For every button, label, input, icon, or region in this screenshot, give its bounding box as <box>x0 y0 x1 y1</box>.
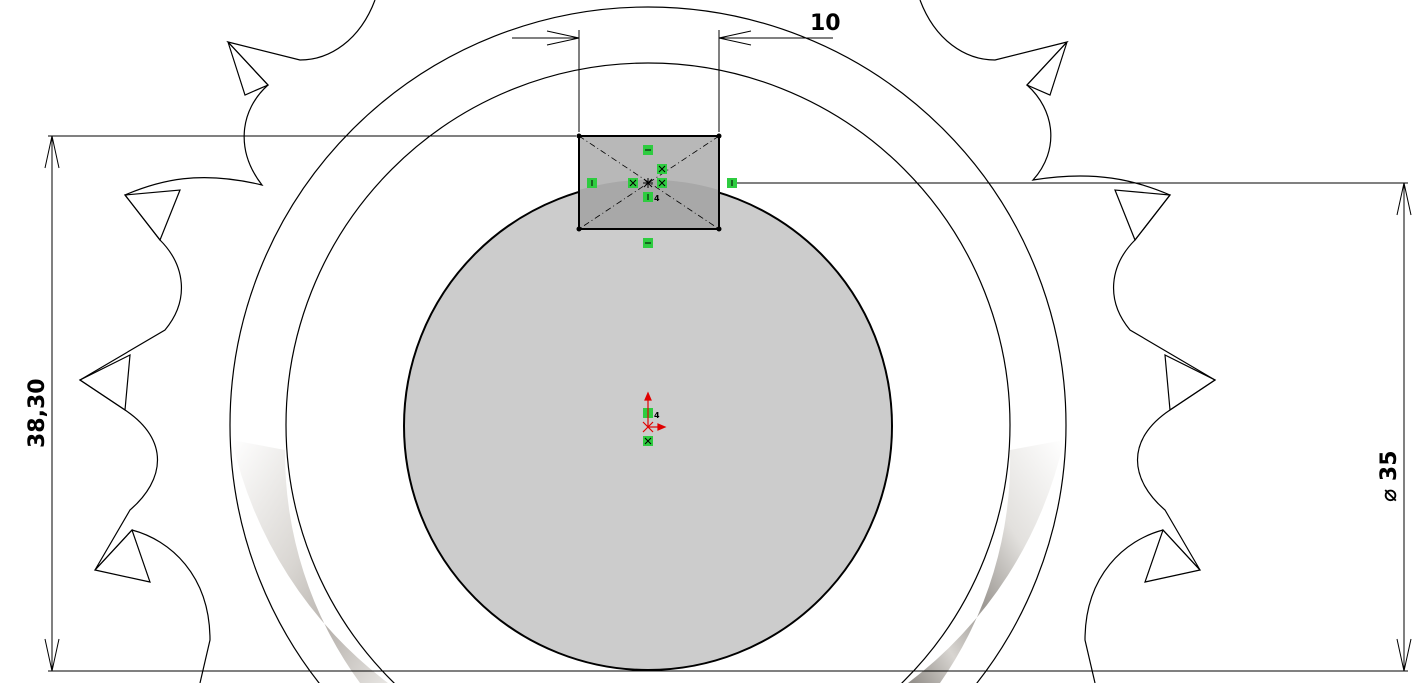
vertical-relation-icon <box>727 178 737 188</box>
coincident-relation-icon <box>657 164 667 174</box>
relation-count-label: 4 <box>654 411 660 420</box>
width-dimension-value[interactable]: 10 <box>810 11 841 36</box>
vertical-relation-icon <box>587 178 597 188</box>
diameter-dimension-value[interactable]: ⌀ 35 <box>1377 450 1402 502</box>
diameter-dimension[interactable]: ⌀ 35 <box>737 182 1412 672</box>
keyway-rectangle[interactable] <box>576 133 722 232</box>
relation-count-label: 4 <box>654 194 660 203</box>
horizontal-relation-icon <box>643 145 653 155</box>
sketch-origin-icon <box>642 391 667 433</box>
vertical-relation-icon <box>643 192 653 202</box>
sprocket-outline <box>78 0 1217 683</box>
coincident-relation-icon <box>628 178 638 188</box>
height-dimension[interactable]: 38,30 <box>25 135 1408 672</box>
width-dimension[interactable]: 10 <box>512 11 841 132</box>
coincident-relation-icon <box>643 436 653 446</box>
horizontal-relation-icon <box>643 238 653 248</box>
coincident-relation-icon <box>657 178 667 188</box>
hub-ring <box>229 6 1067 683</box>
height-dimension-value[interactable]: 38,30 <box>25 378 50 448</box>
keyway-center-point[interactable] <box>643 178 653 188</box>
